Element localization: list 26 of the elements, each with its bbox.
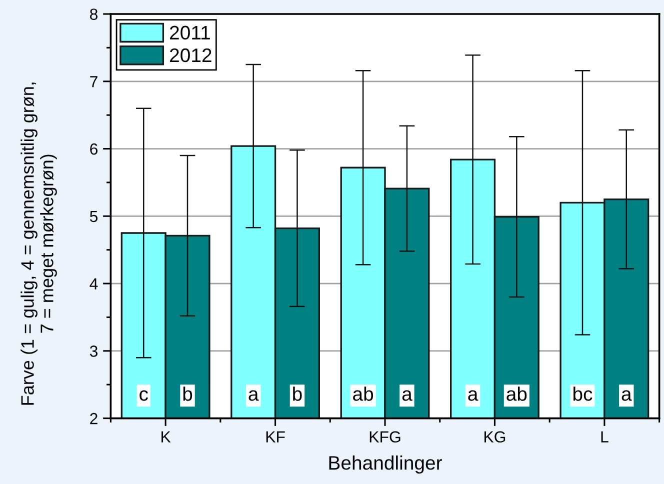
data-label: ab: [506, 386, 527, 401]
data-label: a: [622, 390, 632, 401]
y-tick-label: 5: [90, 210, 98, 222]
y-tick-label: 3: [90, 346, 98, 357]
data-label: b: [293, 386, 302, 401]
x-tick-label: KG: [484, 431, 506, 443]
y-tick-label: 7: [90, 76, 98, 88]
y-tick-label: 8: [90, 8, 98, 20]
legend-label: 2011: [170, 26, 210, 40]
x-tick-label: KF: [266, 431, 285, 442]
data-label: a: [468, 390, 478, 401]
x-tick-label: L: [601, 431, 608, 442]
data-label: b: [183, 386, 192, 401]
x-tick-label: K: [162, 431, 171, 442]
x-axis-title: Behandlinger: [329, 455, 442, 474]
data-label: a: [248, 390, 259, 401]
x-tick-label: KFG: [370, 431, 400, 443]
y-tick-label: 4: [90, 278, 98, 290]
data-label: a: [402, 390, 412, 401]
y-tick-label: 6: [90, 143, 98, 155]
y-tick-label: 2: [90, 412, 98, 424]
data-label: bc: [573, 386, 592, 401]
legend-label: 2012: [170, 48, 212, 62]
y-axis-title: Farve (1 = gulig, 4 = gennemsnitlig grøn, 7 = meget mørkegrøn): [20, 82, 57, 405]
data-label: ab: [353, 386, 374, 401]
data-label: c: [140, 390, 148, 401]
